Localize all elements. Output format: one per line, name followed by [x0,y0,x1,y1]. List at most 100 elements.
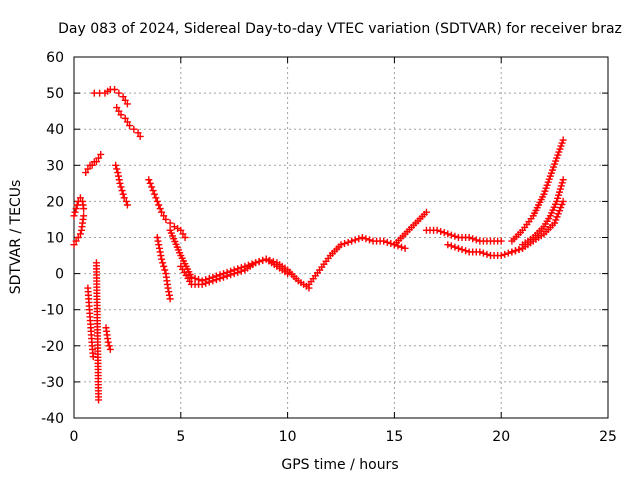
data-point [113,165,121,173]
data-point [161,266,169,274]
data-point [150,190,158,198]
data-point [74,234,82,241]
data-point [115,172,122,180]
data-point [71,208,79,216]
data-point [198,280,206,288]
data-point [358,234,366,241]
data-point [479,249,487,257]
x-tick-label: 5 [176,429,185,445]
data-point [121,114,129,122]
data-point [179,230,187,238]
data-point [476,248,484,256]
x-tick-label: 20 [492,429,510,445]
data-point [553,213,561,221]
data-point [191,274,199,282]
data-point [148,183,156,191]
data-point [160,212,168,220]
data-point [70,241,78,249]
data-point [111,85,119,93]
data-point [511,247,519,255]
data-point [202,279,210,287]
data-point [380,237,388,245]
data-point [223,272,231,280]
data-point [212,276,220,284]
data-point [266,256,274,264]
data-point [504,249,512,257]
data-point [145,176,153,184]
data-point [553,197,561,205]
data-point [153,197,161,205]
data-point [234,268,242,276]
data-point [255,258,263,266]
data-point [341,240,349,248]
data-point [177,226,185,234]
data-point [157,252,165,260]
data-point [558,200,566,208]
data-point [483,250,491,258]
data-point [155,201,163,209]
data-point [134,129,142,137]
y-tick-label: 60 [46,50,64,66]
data-point [72,205,80,213]
data-point [555,188,563,196]
data-point [95,396,103,404]
data-point [72,237,80,245]
y-tick-labels: -40 -30 -20 -10 0 10 20 30 40 50 60 [41,50,64,427]
data-point [554,210,562,218]
data-point [123,118,131,126]
data-point [383,238,391,246]
y-tick-label: -40 [41,411,64,427]
data-point [116,179,124,187]
x-tick-label: 25 [599,429,617,445]
data-point [559,176,567,184]
data-point [337,241,345,249]
y-tick-label: 10 [46,231,64,247]
data-point [387,240,395,248]
data-point [114,169,122,177]
x-tick-label: 15 [385,429,403,445]
data-point [113,104,121,112]
data-point [136,132,144,140]
data-point [351,236,359,244]
data-point [158,255,166,263]
grid [74,57,608,418]
data-point [165,291,173,299]
data-point [149,187,157,195]
data-point [82,169,90,177]
y-tick-label: -10 [41,303,64,319]
plot-frame [73,56,609,419]
data-point [166,295,174,303]
data-point [162,215,170,223]
data-point [95,154,103,162]
data-point [444,241,452,249]
data-point [126,122,134,130]
y-tick-label: 30 [46,158,64,174]
data-point [216,274,224,282]
data-point [440,229,448,237]
data-point [454,244,462,252]
data-point [80,212,88,220]
data-point [355,235,363,243]
y-axis-label: SDTVAR / TECUs [8,180,24,295]
chart-title: Day 083 of 2024, Sidereal Day-to-day VTE… [58,21,622,37]
data-point [401,244,409,252]
data-point [451,243,459,251]
data-point [70,212,78,220]
data-point [462,247,470,255]
data-point [115,89,123,97]
data-point [259,256,267,264]
x-tick-label: 10 [279,429,297,445]
data-point [106,345,114,353]
y-tick-label: 20 [46,194,64,210]
data-point [105,342,113,350]
data-point [156,248,164,256]
data-point [120,194,128,202]
data-point [556,185,564,193]
data-point [76,194,84,202]
y-tick-label: -20 [41,339,64,355]
data-point [398,243,406,251]
data-point [112,161,120,169]
data-point [123,201,131,209]
data-point [551,219,559,227]
